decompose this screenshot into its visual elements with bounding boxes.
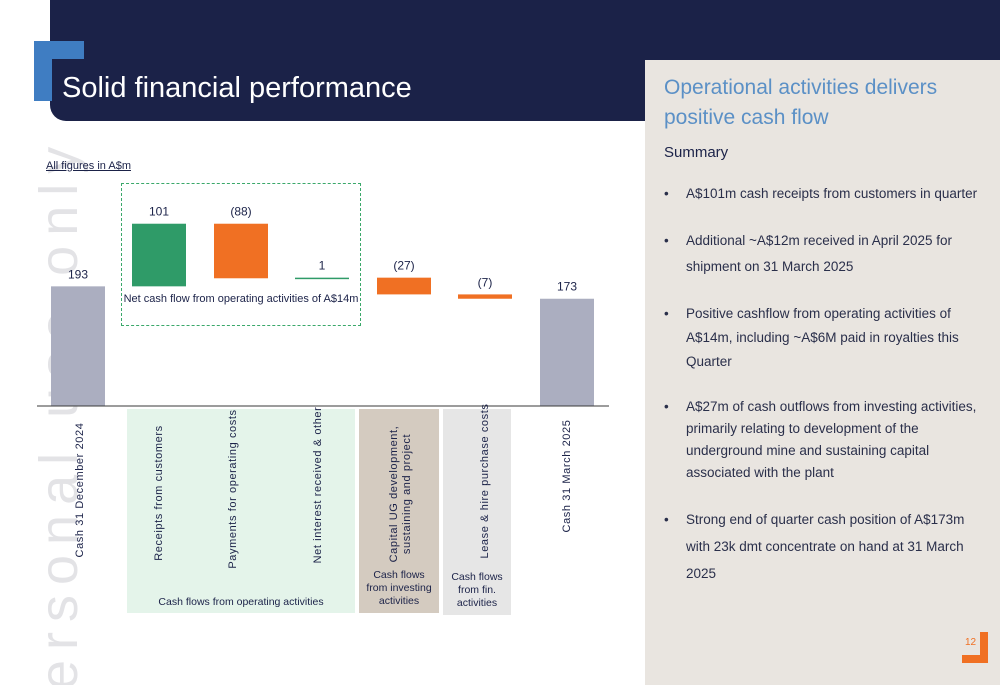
bullet-dot: • (664, 512, 669, 527)
bullet-dot: • (664, 306, 669, 321)
bar-cash-mar (540, 298, 594, 406)
financing-group-box (443, 409, 511, 615)
bar-payments (214, 223, 268, 279)
corner-accent (980, 632, 988, 663)
bullet-text: Additional ~A$12m received in April 2025… (686, 233, 953, 274)
data-label-receipts: 101 (149, 205, 169, 219)
category-label-interest: Net interest received & other (311, 406, 324, 564)
bullet-item: • A$101m cash receipts from customers in … (664, 182, 989, 206)
bar-cash-dec (51, 286, 105, 406)
bullet-dot: • (664, 399, 669, 414)
bullet-item: • Positive cashflow from operating activi… (664, 302, 989, 374)
bullet-dot: • (664, 186, 669, 201)
bullet-item: • Strong end of quarter cash position of … (664, 506, 989, 587)
bar-receipts (132, 223, 186, 287)
panel-heading: Operational activities delivers positive… (664, 76, 938, 129)
bar-interest (295, 277, 349, 280)
data-label-cash-dec: 193 (68, 267, 88, 281)
investing-group-box (359, 409, 439, 613)
bullet-item: • A$27m of cash outflows from investing a… (664, 396, 989, 484)
units-note: All figures in A$m (46, 160, 131, 172)
summary-bullets: • A$101m cash receipts from customers in … (664, 182, 989, 609)
bar-lease (458, 294, 512, 299)
operating-group-label: Cash flows from operating activities (158, 596, 324, 608)
summary-heading: Summary (664, 144, 729, 161)
operating-net-box (121, 183, 361, 326)
summary-panel: Operational activities delivers positive… (645, 60, 1000, 685)
category-label-payments: Payments for operating costs (226, 409, 239, 569)
title-accent-bracket-side (34, 41, 52, 101)
investing-group-label: Cash flows from investing activities (366, 569, 432, 607)
data-label-interest: 1 (319, 259, 326, 273)
page-title: Solid financial performance (62, 72, 412, 104)
category-label-receipts: Receipts from customers (152, 425, 165, 561)
operating-group-box (127, 409, 355, 613)
bar-capital (377, 277, 431, 295)
data-label-cash-mar: 173 (557, 280, 577, 294)
bullet-text: Positive cashflow from operating activit… (686, 306, 959, 369)
category-label-capital: Capital UG development, sustaining and p… (388, 425, 413, 563)
bullet-text: A$101m cash receipts from customers in q… (686, 186, 978, 201)
data-label-payments: (88) (230, 205, 251, 219)
data-label-lease: (7) (478, 275, 493, 289)
financing-group-label: Cash flows from fin. activities (451, 571, 503, 609)
page-number: 12 (965, 637, 977, 648)
corner-accent-base (962, 655, 988, 663)
bullet-text: Strong end of quarter cash position of A… (686, 512, 965, 581)
waterfall-chart: 193 101 (88) 1 (27) (7) 173 (37, 205, 609, 407)
bullet-item: • Additional ~A$12m received in April 202… (664, 228, 989, 280)
bullet-dot: • (664, 233, 669, 248)
net-cash-annotation: Net cash flow from operating activities … (123, 293, 359, 305)
bullet-text: A$27m of cash outflows from investing ac… (686, 399, 977, 480)
category-label-cash-dec: Cash 31 December 2024 (73, 422, 86, 558)
data-label-capital: (27) (393, 259, 414, 273)
category-label-lease: Lease & hire purchase costs (478, 403, 491, 559)
category-label-cash-mar: Cash 31 March 2025 (560, 419, 573, 533)
